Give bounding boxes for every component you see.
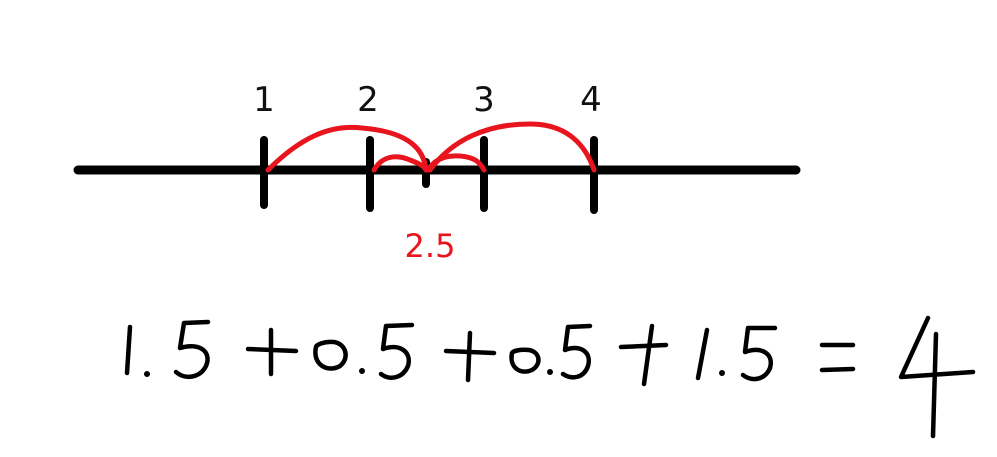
tick-label-2: 2 <box>357 80 379 120</box>
eq-equals-sign <box>819 342 856 373</box>
eq-digit-0 <box>509 347 541 374</box>
eq-decimal-point <box>359 368 365 374</box>
eq-digit-5 <box>173 319 211 380</box>
tick-label-3: 3 <box>473 80 495 120</box>
tick-label-1: 1 <box>253 80 275 120</box>
jump-arc-1-to-2.5 <box>265 124 429 173</box>
jump-arc-2-to-2.5 <box>371 154 429 173</box>
eq-digit-5 <box>740 325 778 382</box>
midpoint-label: 2.5 <box>405 227 456 265</box>
eq-decimal-point <box>719 370 725 376</box>
eq-decimal-point <box>547 369 553 375</box>
eq-plus-sign <box>245 327 299 377</box>
eq-plus-sign <box>443 330 497 383</box>
eq-digit-1 <box>124 324 133 376</box>
tick-label-4: 4 <box>580 80 602 120</box>
eq-digit-5 <box>560 323 593 380</box>
eq-digit-0 <box>313 339 348 371</box>
eq-digit-1 <box>695 327 710 381</box>
equation-text: 1.5 + 0.5 + 0.5 + 1.5 = 4 <box>534 448 547 451</box>
eq-digit-5 <box>378 322 415 380</box>
equation <box>124 315 976 439</box>
eq-decimal-point <box>144 371 150 377</box>
eq-digit-4 <box>898 315 976 439</box>
jump-arc-2.5-to-4 <box>427 121 597 173</box>
eq-plus-sign <box>618 323 669 387</box>
